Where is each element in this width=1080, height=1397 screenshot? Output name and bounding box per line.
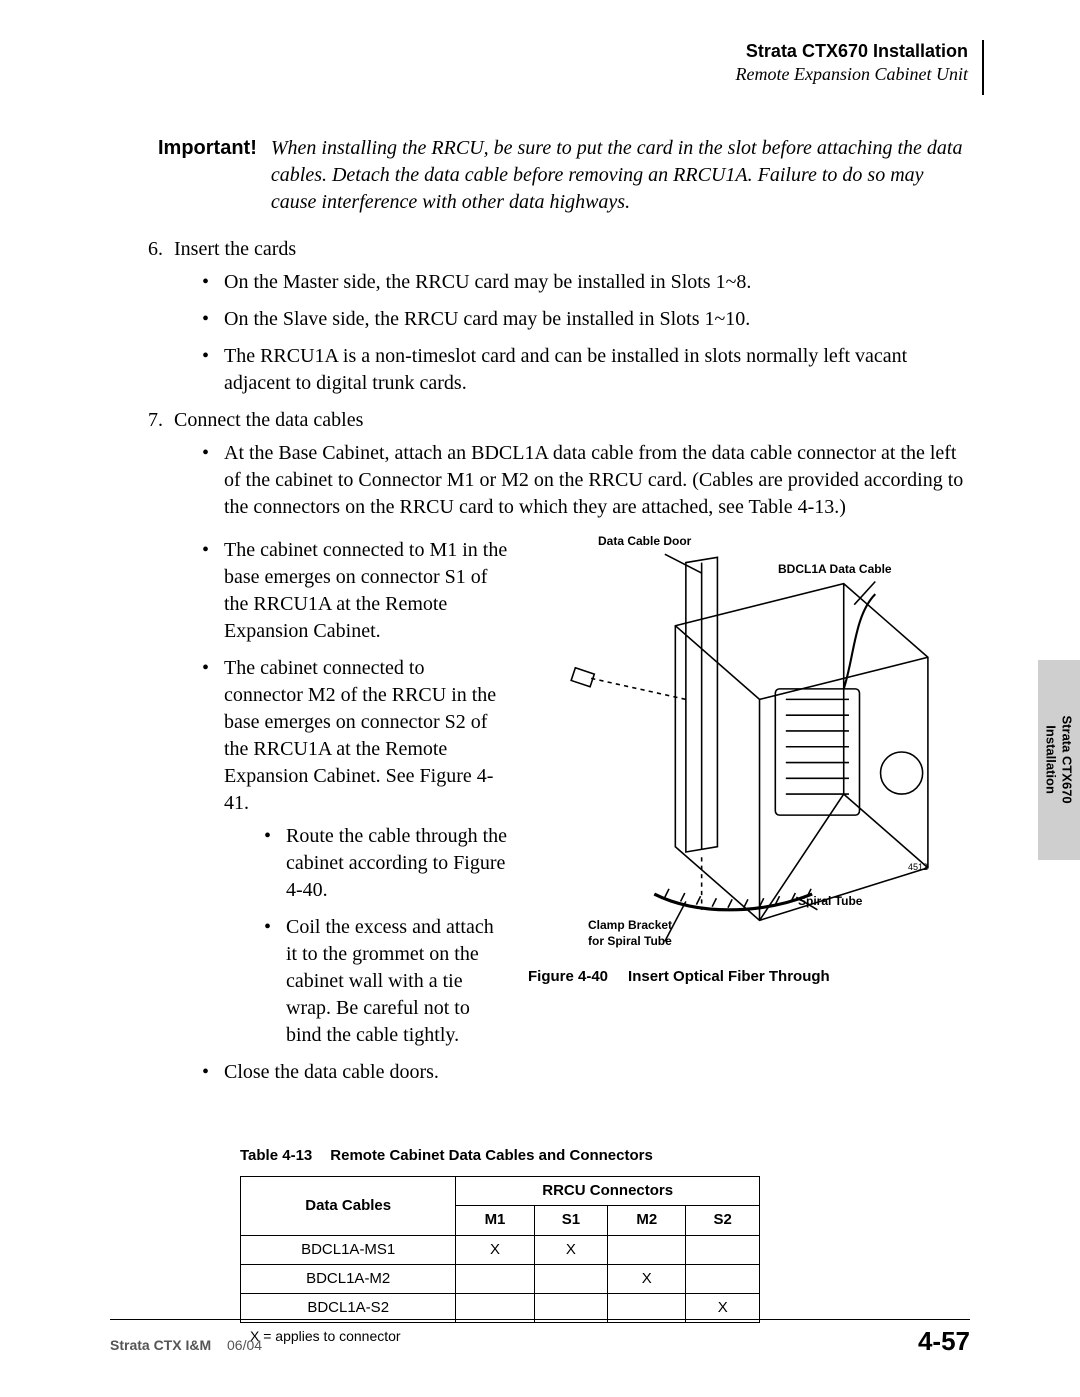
step7-text: Connect the data cables bbox=[174, 409, 363, 431]
important-text: When installing the RRCU, be sure to put… bbox=[271, 135, 970, 216]
bullet: On the Slave side, the RRCU card may be … bbox=[202, 306, 970, 333]
label-cable: BDCL1A Data Cable bbox=[778, 561, 892, 577]
th-s1: S1 bbox=[534, 1206, 608, 1235]
table-row: BDCL1A-MS1 X X bbox=[241, 1235, 760, 1264]
table-4-13: Data Cables RRCU Connectors M1 S1 M2 S2 … bbox=[240, 1176, 760, 1323]
table413-caption: Remote Cabinet Data Cables and Connector… bbox=[330, 1147, 653, 1164]
th-m1: M1 bbox=[456, 1206, 534, 1235]
label-clamp: Clamp Bracket for Spiral Tube bbox=[588, 917, 672, 949]
step6-num: 6. bbox=[148, 236, 174, 263]
th-s2: S2 bbox=[686, 1206, 760, 1235]
step6-bullets: On the Master side, the RRCU card may be… bbox=[202, 269, 970, 397]
label-door: Data Cable Door bbox=[598, 533, 691, 549]
footer-date: 06/04 bbox=[227, 1337, 262, 1353]
th-data-cables: Data Cables bbox=[241, 1177, 456, 1236]
page-number: 4-57 bbox=[918, 1326, 970, 1357]
step7-num: 7. bbox=[148, 407, 174, 434]
bullet: The cabinet connected to M1 in the base … bbox=[202, 537, 508, 645]
bullet: At the Base Cabinet, attach an BDCL1A da… bbox=[202, 440, 970, 521]
header-title: Strata CTX670 Installation bbox=[110, 40, 968, 63]
sub-bullet: Route the cable through the cabinet acco… bbox=[264, 823, 508, 904]
table413-id: Table 4-13 bbox=[240, 1147, 312, 1164]
figure-4-40: Data Cable Door BDCL1A Data Cable Spiral… bbox=[528, 531, 970, 951]
sub-bullet: Coil the excess and attach it to the gro… bbox=[264, 914, 508, 1049]
side-tab: Strata CTX670 Installation bbox=[1038, 660, 1080, 860]
step6-text: Insert the cards bbox=[174, 238, 296, 260]
table-row: BDCL1A-M2 X bbox=[241, 1264, 760, 1293]
bullet: Close the data cable doors. bbox=[202, 1059, 508, 1086]
label-partnum: 4512 bbox=[908, 861, 928, 873]
bullet: On the Master side, the RRCU card may be… bbox=[202, 269, 970, 296]
th-rrcu: RRCU Connectors bbox=[456, 1177, 760, 1206]
footer-left: Strata CTX I&M bbox=[110, 1337, 211, 1353]
th-m2: M2 bbox=[608, 1206, 686, 1235]
bullet: The cabinet connected to connector M2 of… bbox=[202, 655, 508, 1049]
label-spiral: Spiral Tube bbox=[798, 893, 862, 909]
header-subtitle: Remote Expansion Cabinet Unit bbox=[110, 63, 968, 86]
bullet: The RRCU1A is a non-timeslot card and ca… bbox=[202, 343, 970, 397]
important-label: Important! bbox=[158, 135, 257, 216]
